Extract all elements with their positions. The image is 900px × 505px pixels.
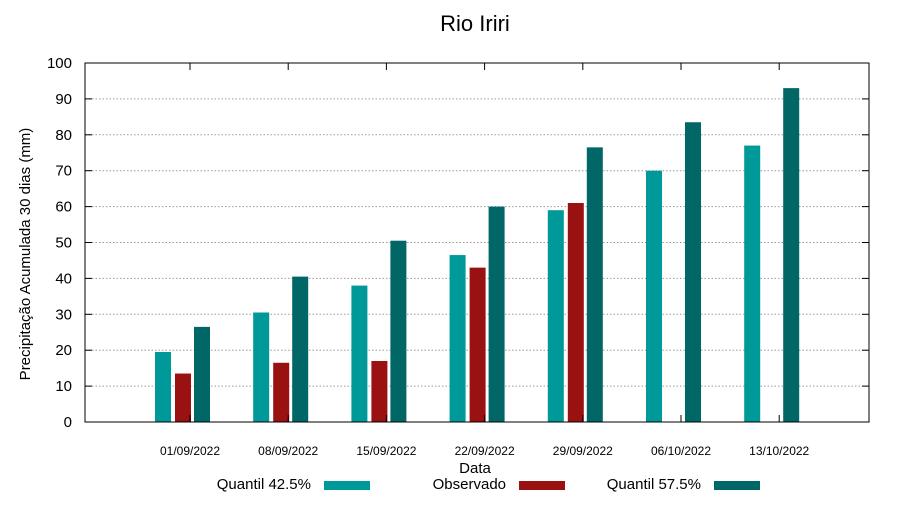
bar <box>175 373 191 422</box>
legend-swatch <box>324 481 370 490</box>
legend-swatch <box>714 481 760 490</box>
bar <box>567 203 584 422</box>
chart-title: Rio Iriri <box>440 11 510 36</box>
legend-label: Quantil 42.5% <box>217 476 311 493</box>
bar <box>449 255 466 422</box>
bar <box>646 170 662 422</box>
bar <box>253 312 270 422</box>
y-tick-label: 90 <box>55 91 72 108</box>
y-tick-label: 50 <box>55 235 72 252</box>
x-axis-ticks: 01/09/2022 08/09/2022 15/09/2022 22/09/2022… <box>160 63 810 458</box>
bar <box>469 267 486 422</box>
x-tick-label: 06/10/2022 <box>651 444 711 458</box>
bar <box>488 206 505 422</box>
bar <box>586 147 603 423</box>
x-tick-label: 15/09/2022 <box>356 444 416 458</box>
bar <box>390 240 407 422</box>
x-tick-label: 01/09/2022 <box>160 444 220 458</box>
x-tick-label: 29/09/2022 <box>553 444 613 458</box>
legend: Quantil 42.5% Observado Quantil 57.5% <box>217 476 760 493</box>
x-tick-label: 13/10/2022 <box>749 444 809 458</box>
bars <box>155 88 800 423</box>
bar <box>547 210 564 422</box>
x-tick-label: 22/09/2022 <box>455 444 515 458</box>
y-tick-label: 20 <box>55 342 72 359</box>
bar <box>194 326 210 422</box>
y-axis-ticks: 0 10 20 30 40 50 60 70 80 90 100 <box>47 55 869 431</box>
y-tick-label: 100 <box>47 55 72 72</box>
legend-label: Observado <box>433 476 506 493</box>
bar <box>292 276 309 422</box>
y-tick-label: 40 <box>55 270 72 287</box>
legend-swatch <box>519 481 565 490</box>
y-tick-label: 70 <box>55 163 72 180</box>
x-tick-label: 08/09/2022 <box>258 444 318 458</box>
bar <box>744 145 761 422</box>
y-tick-label: 30 <box>55 306 72 323</box>
bar <box>273 362 290 422</box>
bar <box>371 360 388 422</box>
x-axis-label: Data <box>459 460 491 477</box>
legend-label: Quantil 57.5% <box>607 476 701 493</box>
y-tick-label: 60 <box>55 199 72 216</box>
bar <box>685 122 701 423</box>
y-tick-label: 0 <box>64 414 72 431</box>
bar <box>155 351 171 422</box>
bar <box>783 88 800 422</box>
y-tick-label: 10 <box>55 378 72 395</box>
y-tick-label: 80 <box>55 127 72 144</box>
y-axis-label: Precipitação Acumulada 30 dias (mm) <box>17 128 34 381</box>
bar <box>351 285 368 422</box>
